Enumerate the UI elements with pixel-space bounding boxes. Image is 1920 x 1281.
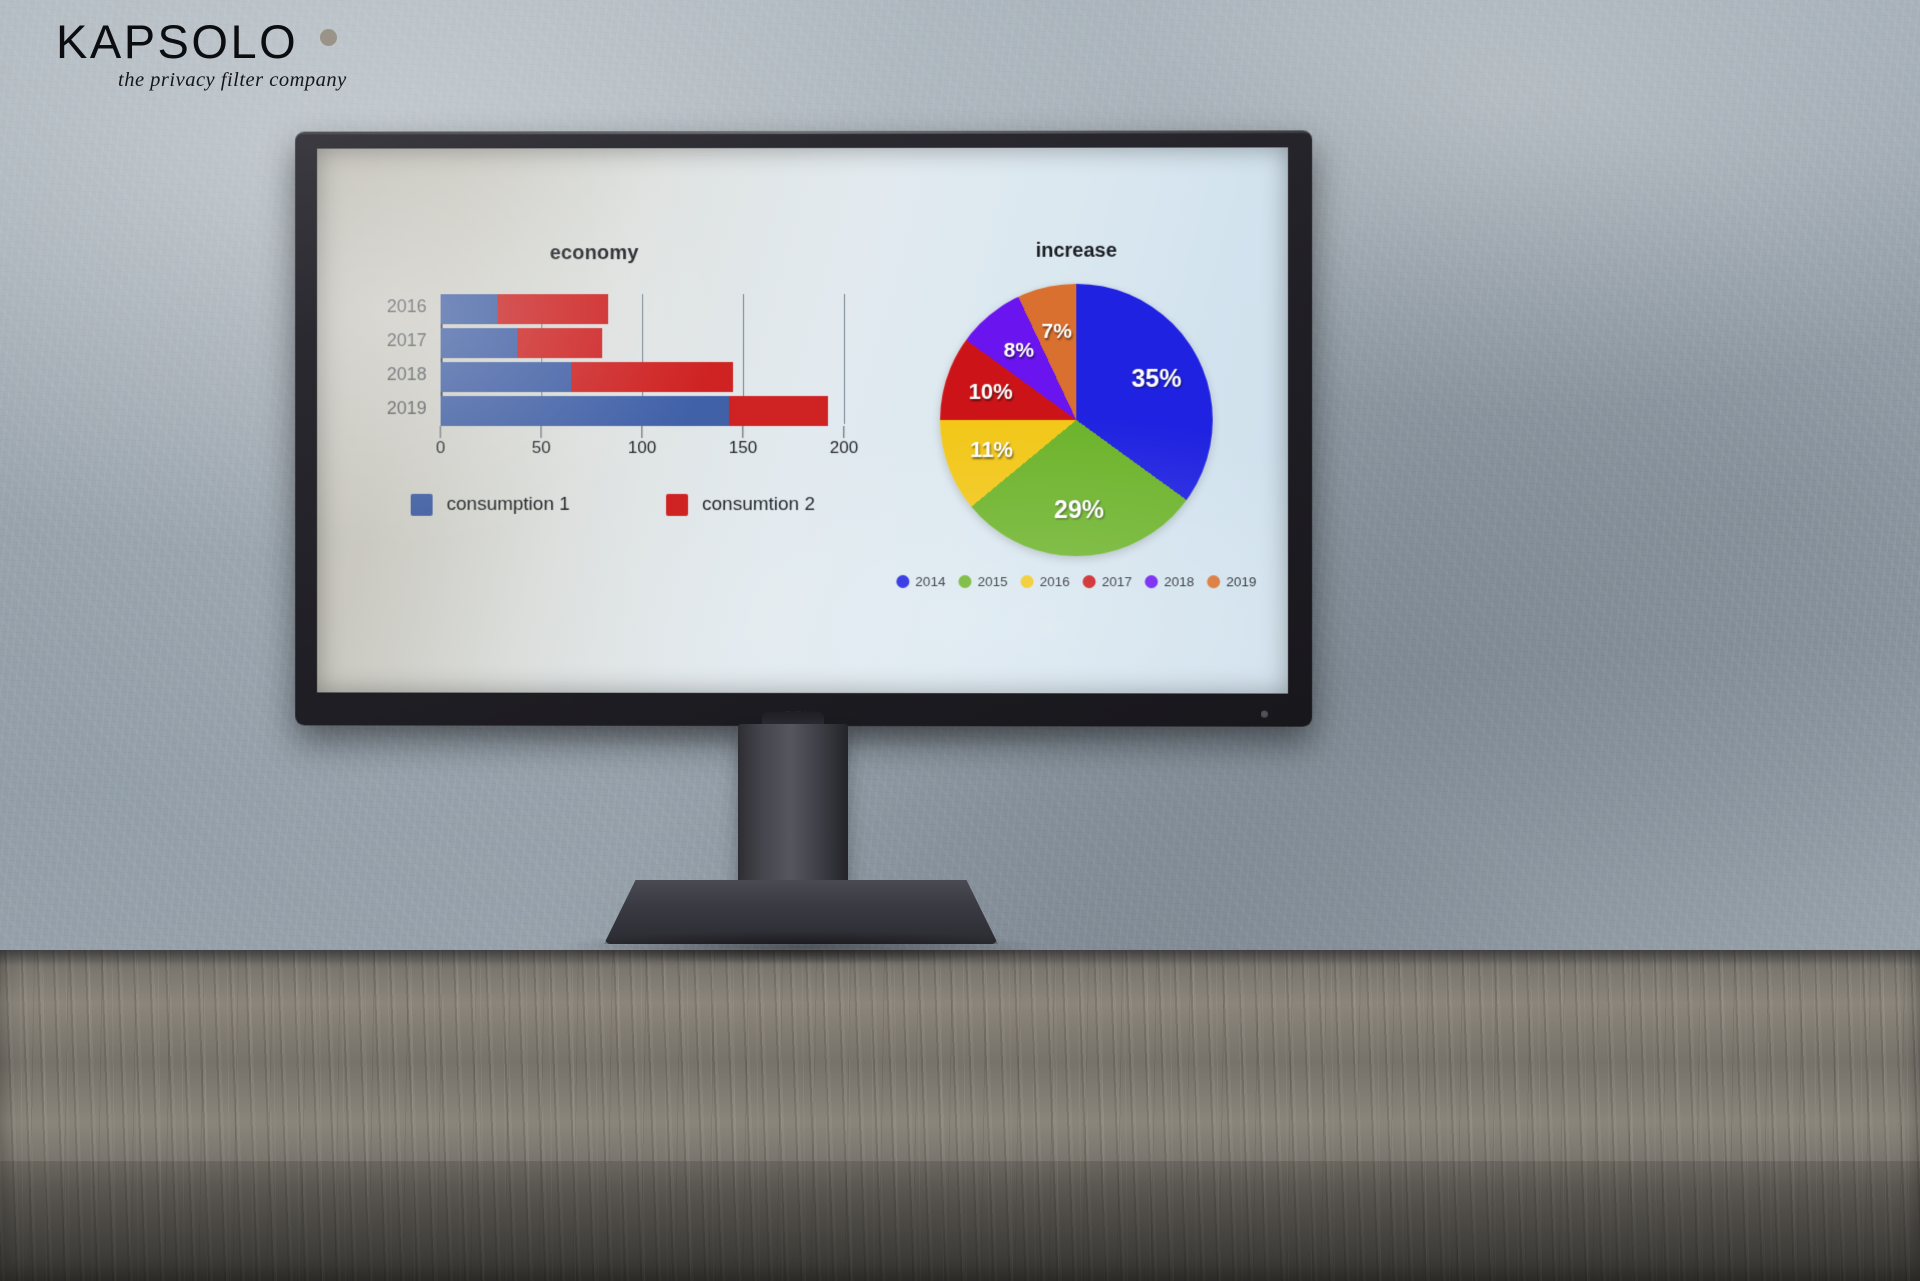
bar-chart-title: economy [549, 242, 639, 265]
pie-chart-title: increase [1035, 239, 1117, 262]
pie-legend-label: 2014 [915, 574, 946, 590]
pie-legend-dot [1082, 575, 1096, 589]
pie-legend-dot [1020, 575, 1034, 589]
pie-legend-dot [1145, 575, 1159, 589]
bar-segment-consumption-1[interactable] [440, 294, 497, 325]
table-front-shading [0, 1161, 1920, 1281]
bar-chart-row[interactable]: 2018 [387, 362, 844, 393]
monitor-bezel: economy 2016 2017 2018 2019 0 50 100 150 200 co… [295, 130, 1313, 727]
bar-chart-tick-label: 200 [829, 438, 859, 458]
pie-legend-item[interactable]: 2014 [896, 574, 945, 589]
pie-slice-value-label: 10% [968, 379, 1013, 405]
bar-legend-swatch [666, 493, 689, 516]
pie-legend-label: 2018 [1164, 574, 1195, 590]
pie-slice-value-label: 8% [1003, 338, 1035, 362]
dell-monitor: economy 2016 2017 2018 2019 0 50 100 150 200 co… [294, 130, 1313, 727]
pie-chart-plot-area: 35% 29% 11% 10% 8% 7% [940, 283, 1213, 557]
bar-chart-panel: economy 2016 2017 2018 2019 0 50 100 150 200 co… [345, 174, 858, 674]
bar-legend-item[interactable]: consumtion 2 [666, 493, 816, 516]
pie-legend-label: 2016 [1039, 574, 1070, 590]
pie-legend-label: 2017 [1101, 574, 1133, 590]
bar-chart-tick-label: 50 [531, 437, 551, 457]
pie-legend-label: 2019 [1226, 574, 1257, 590]
bar-chart-row[interactable]: 2016 [387, 294, 844, 325]
pie-slice-value-label: 35% [1131, 364, 1182, 393]
bezel-top-highlight [295, 130, 1313, 135]
bar-segment-consumption-1[interactable] [440, 396, 729, 427]
bar-chart-category-label: 2017 [386, 330, 427, 351]
pie-legend-item[interactable]: 2019 [1207, 574, 1257, 590]
bar-legend-label: consumption 1 [446, 493, 570, 515]
bar-chart-legend: consumption 1 consumtion 2 [345, 493, 844, 524]
pie-legend-dot [1207, 575, 1221, 589]
stand-base-shadow [560, 930, 1040, 964]
brand-dot-icon [320, 29, 338, 46]
monitor-stand-base [604, 880, 998, 944]
bar-segment-consumption-1[interactable] [440, 328, 518, 359]
monitor-screen: economy 2016 2017 2018 2019 0 50 100 150 200 co… [317, 147, 1288, 694]
pie-chart-legend: 2014 2015 2016 2017 2018 2019 [896, 574, 1257, 590]
bar-chart-row[interactable]: 2019 [387, 395, 844, 427]
bar-chart-category-label: 2019 [386, 398, 427, 419]
kapsolo-logo: KAPSOLO the privacy filter company [56, 18, 486, 92]
bar-chart-tick-mark [843, 425, 845, 439]
brand-name-text: KAPSOLO [56, 15, 299, 68]
bar-chart-tick-mark [742, 426, 744, 438]
bar-segment-consumption-1[interactable] [440, 362, 572, 393]
bar-chart-category-label: 2016 [386, 296, 427, 317]
wooden-table [0, 950, 1920, 1281]
pie-slice-value-label: 11% [970, 437, 1014, 463]
pie-legend-item[interactable]: 2017 [1082, 574, 1133, 590]
bar-chart-tick-mark [641, 426, 643, 438]
bar-chart-row[interactable]: 2017 [387, 328, 844, 359]
bar-chart-tick-mark [540, 426, 543, 438]
bar-segment-consumtion-2[interactable] [496, 294, 608, 325]
bar-chart-tick-label: 150 [728, 437, 758, 457]
brand-tagline: the privacy filter company [118, 69, 347, 91]
pie-legend-item[interactable]: 2016 [1020, 574, 1070, 590]
bar-chart-plot-area: 2016 2017 2018 2019 [387, 293, 846, 427]
pie-chart-panel: increase 35% 29% 11% 10% 8% 7% 2014 2015 2016 20… [876, 173, 1277, 674]
bar-legend-label: consumtion 2 [702, 493, 816, 516]
pie-legend-item[interactable]: 2018 [1145, 574, 1194, 589]
bar-legend-swatch [410, 493, 433, 516]
bar-chart-x-axis: 0 50 100 150 200 [436, 425, 858, 462]
pie-slice-value-label: 29% [1054, 495, 1105, 524]
pie-legend-dot [958, 575, 972, 589]
bar-segment-consumtion-2[interactable] [517, 328, 602, 359]
brand-wordmark: KAPSOLO [56, 18, 486, 65]
pie-slice-value-label: 7% [1041, 320, 1072, 344]
bar-chart-tick-mark [439, 426, 442, 438]
bar-chart-tick-label: 0 [435, 437, 446, 457]
monitor-stand-column [738, 724, 848, 902]
bar-segment-consumtion-2[interactable] [571, 362, 733, 393]
bar-chart-tick-label: 100 [627, 437, 657, 457]
pie-legend-label: 2015 [977, 574, 1008, 590]
bar-chart-gridline [844, 293, 846, 424]
power-led-icon[interactable] [1260, 710, 1268, 718]
table-edge-highlight [0, 950, 1920, 966]
pie-legend-item[interactable]: 2015 [958, 574, 1008, 590]
bar-segment-consumtion-2[interactable] [728, 395, 828, 427]
bar-legend-item[interactable]: consumption 1 [410, 493, 570, 516]
bar-chart-category-label: 2018 [386, 364, 427, 385]
pie-legend-dot [896, 575, 910, 589]
